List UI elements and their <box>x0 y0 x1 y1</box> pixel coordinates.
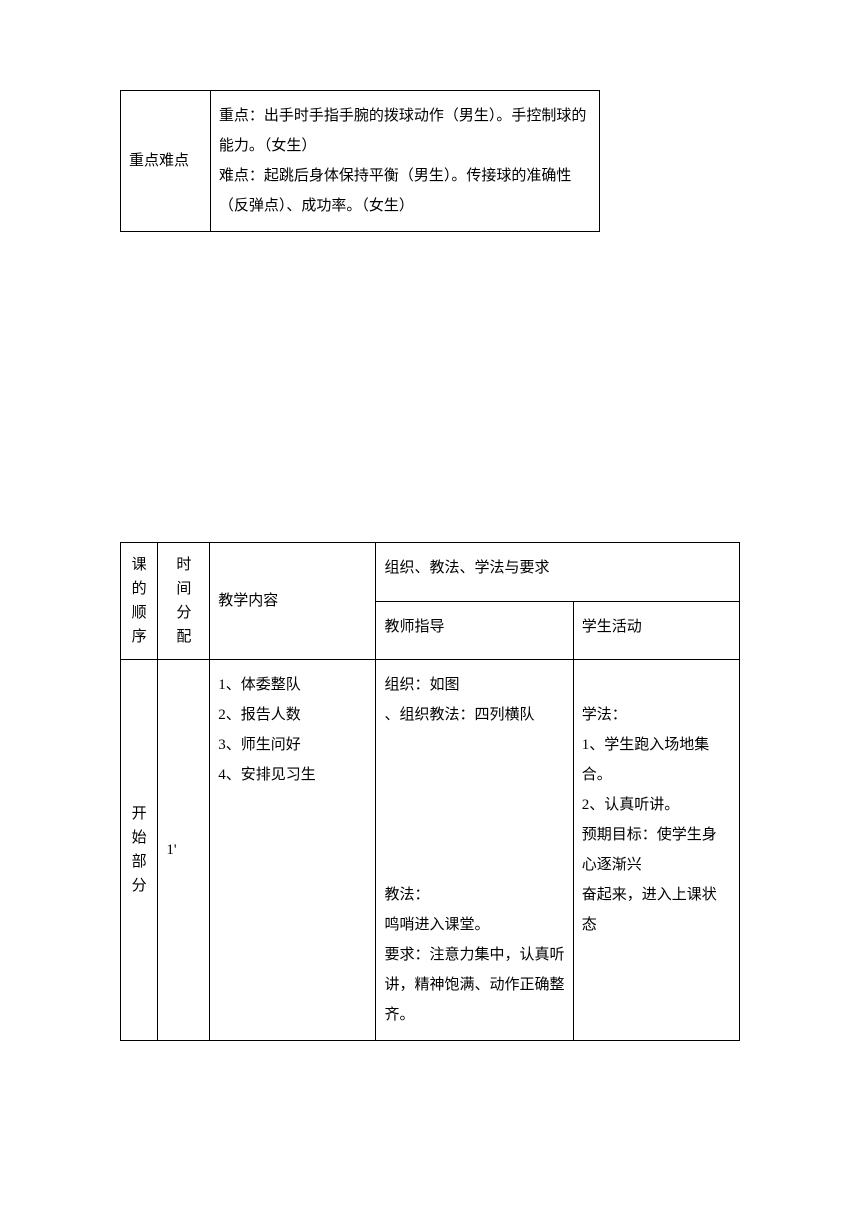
row1-time: 1' <box>158 660 210 1041</box>
header-student: 学生活动 <box>573 601 739 660</box>
key-points-content: 重点：出手时手指手腕的拨球动作（男生）。手控制球的能力。（女生） 难点：起跳后身… <box>210 91 599 232</box>
header-time: 时间分配 <box>158 543 210 660</box>
header-teacher: 教师指导 <box>376 601 573 660</box>
header-org: 组织、教法、学法与要求 <box>376 543 740 602</box>
row1-content: 1、体委整队 2、报告人数 3、师生问好 4、安排见习生 <box>210 660 376 1041</box>
row1-sequence: 开始部分 <box>121 660 158 1041</box>
key-points-text: 重点：出手时手指手腕的拨球动作（男生）。手控制球的能力。（女生） 难点：起跳后身… <box>219 108 587 214</box>
header-sequence: 课的顺序 <box>121 543 158 660</box>
row1-student: 学法： 1、学生跑入场地集合。 2、认真听讲。 预期目标：使学生身心逐渐兴 奋起… <box>573 660 739 1041</box>
table-gap <box>120 232 740 542</box>
header-content: 教学内容 <box>210 543 376 660</box>
lesson-plan-table: 课的顺序 时间分配 教学内容 组织、教法、学法与要求 教师指导 学生活动 开始部… <box>120 542 740 1041</box>
key-points-label: 重点难点 <box>121 91 211 232</box>
key-points-table: 重点难点 重点：出手时手指手腕的拨球动作（男生）。手控制球的能力。（女生） 难点… <box>120 90 600 232</box>
row1-teacher: 组织：如图 、组织教法：四列横队 教法： 鸣哨进入课堂。 要求：注意力集中，认真… <box>376 660 573 1041</box>
